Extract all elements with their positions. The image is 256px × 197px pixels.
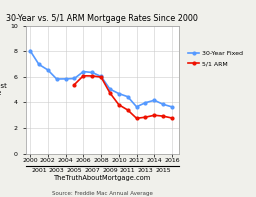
30-Year Fixed: [170, 106, 174, 108]
30-Year Fixed: [108, 88, 111, 90]
5/1 ARM: [162, 115, 165, 117]
30-Year Fixed: [153, 99, 156, 101]
5/1 ARM: [170, 117, 174, 119]
Y-axis label: Interest
Rate: Interest Rate: [0, 83, 7, 96]
30-Year Fixed: [55, 78, 58, 80]
Line: 30-Year Fixed: 30-Year Fixed: [29, 49, 174, 108]
5/1 ARM: [73, 83, 76, 86]
Legend: 30-Year Fixed, 5/1 ARM: 30-Year Fixed, 5/1 ARM: [185, 48, 245, 69]
30-Year Fixed: [144, 101, 147, 104]
30-Year Fixed: [28, 49, 31, 52]
Text: Source: Freddie Mac Annual Average: Source: Freddie Mac Annual Average: [52, 191, 153, 196]
30-Year Fixed: [64, 78, 67, 80]
30-Year Fixed: [135, 106, 138, 108]
5/1 ARM: [100, 76, 103, 78]
5/1 ARM: [108, 92, 111, 94]
30-Year Fixed: [46, 69, 49, 71]
5/1 ARM: [144, 116, 147, 118]
30-Year Fixed: [82, 70, 85, 73]
5/1 ARM: [153, 114, 156, 116]
30-Year Fixed: [91, 71, 94, 74]
Text: TheTruthAboutMortgage.com: TheTruthAboutMortgage.com: [54, 175, 151, 181]
Line: 5/1 ARM: 5/1 ARM: [73, 74, 174, 120]
30-Year Fixed: [126, 96, 129, 98]
5/1 ARM: [126, 109, 129, 111]
30-Year Fixed: [117, 92, 120, 95]
30-Year Fixed: [100, 75, 103, 78]
5/1 ARM: [117, 104, 120, 106]
30-Year Fixed: [73, 77, 76, 80]
30-Year Fixed: [162, 103, 165, 106]
Title: 30-Year vs. 5/1 ARM Mortgage Rates Since 2000: 30-Year vs. 5/1 ARM Mortgage Rates Since…: [6, 14, 198, 23]
5/1 ARM: [135, 117, 138, 120]
5/1 ARM: [82, 75, 85, 77]
30-Year Fixed: [37, 63, 40, 66]
5/1 ARM: [91, 75, 94, 77]
